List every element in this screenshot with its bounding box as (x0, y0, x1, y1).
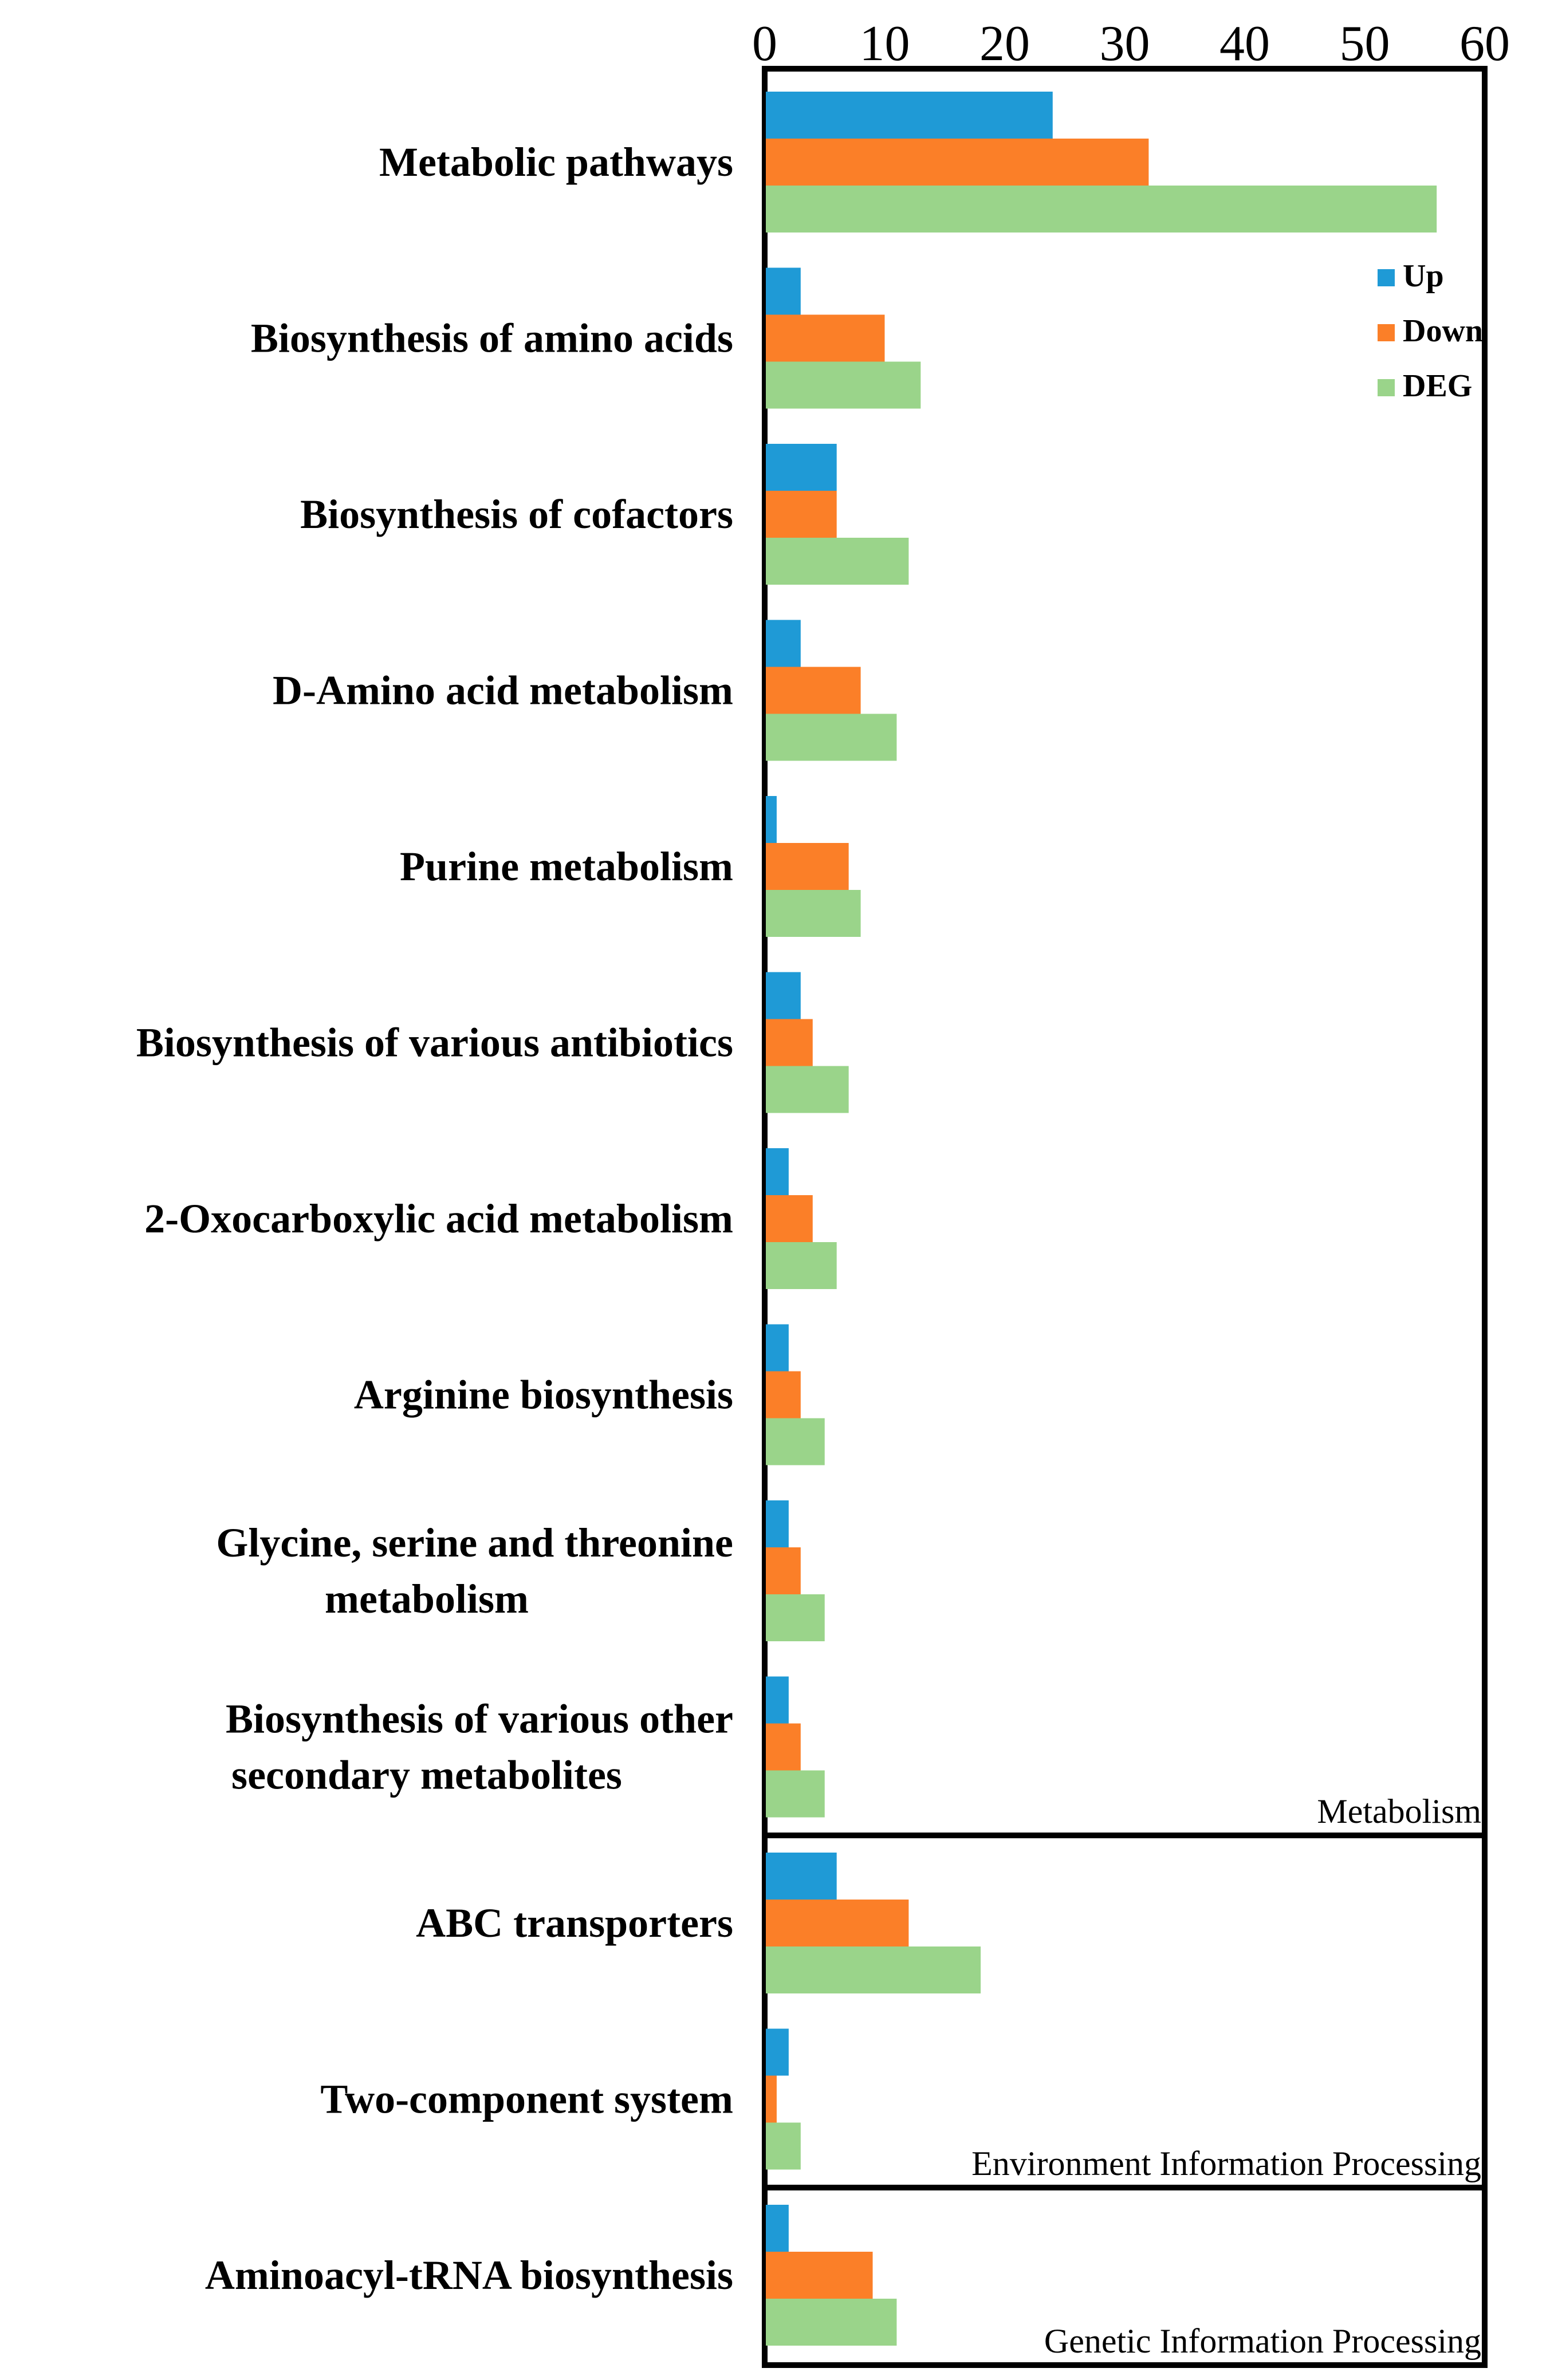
bar-down (766, 1195, 813, 1242)
category-labels: Metabolic pathways Biosynthesis of amino … (136, 139, 733, 2298)
category-label: Aminoacyl-tRNA biosynthesis (205, 2252, 733, 2298)
bar-up (766, 1324, 789, 1372)
bar-up (766, 972, 801, 1019)
category-label: Arginine biosynthesis (354, 1372, 733, 1418)
bar-up (766, 796, 777, 843)
legend-swatch-deg (1378, 379, 1395, 396)
bar-deg (766, 1418, 825, 1465)
bar-deg (766, 890, 861, 937)
legend: Up Down DEG (1378, 258, 1483, 404)
bar-down (766, 1371, 801, 1418)
category-label: Biosynthesis of cofactors (300, 491, 733, 537)
bar-down (766, 1723, 801, 1771)
category-label: metabolism (325, 1576, 529, 1622)
bar-down (766, 139, 1149, 186)
bar-deg (766, 1242, 837, 1289)
bar-deg (766, 2122, 801, 2170)
panel-frames: Metabolism Environment Information Proces… (762, 66, 1488, 2368)
bar-deg (766, 538, 909, 585)
x-tick-label: 20 (979, 16, 1030, 72)
bar-deg (766, 186, 1437, 233)
bar-down (766, 1547, 801, 1594)
category-label: D-Amino acid metabolism (273, 668, 733, 714)
category-label: Two-component system (320, 2076, 733, 2122)
x-tick-label: 10 (860, 16, 910, 72)
legend-label: Up (1403, 258, 1444, 294)
bar-down (766, 667, 861, 714)
bar-up (766, 1676, 789, 1724)
x-tick-label: 50 (1340, 16, 1390, 72)
x-tick-label: 30 (1100, 16, 1150, 72)
legend-swatch-up (1378, 269, 1395, 286)
bar-up (766, 267, 801, 315)
bar-up (766, 1853, 837, 1900)
bar-down (766, 314, 885, 362)
category-label: Purine metabolism (400, 844, 733, 889)
bar-deg (766, 361, 921, 409)
bar-down (766, 2252, 873, 2299)
bar-down (766, 1900, 909, 1946)
bar-up (766, 444, 837, 491)
panel-label: Genetic Information Processing (1044, 2322, 1481, 2360)
bar-up (766, 2205, 789, 2252)
category-label: ABC transporters (416, 1900, 733, 1946)
bar-deg (766, 714, 897, 761)
bar-deg (766, 2299, 897, 2346)
bar-up (766, 1500, 789, 1547)
bar-up (766, 620, 801, 667)
x-tick-label: 40 (1219, 16, 1270, 72)
category-label: Biosynthesis of amino acids (251, 316, 733, 361)
bar-down (766, 843, 849, 890)
bar-down (766, 2075, 777, 2123)
x-axis: 0 10 20 30 40 50 60 (752, 16, 1510, 72)
category-label: Biosynthesis of various antibiotics (136, 1020, 733, 1066)
x-tick-label: 0 (752, 16, 777, 72)
legend-label: Down (1403, 313, 1483, 349)
panel-label: Environment Information Processing (971, 2145, 1481, 2182)
bar-deg (766, 1066, 849, 1113)
category-label: 2-Oxocarboxylic acid metabolism (144, 1196, 733, 1242)
legend-label: DEG (1403, 368, 1472, 404)
bar-up (766, 2028, 789, 2076)
bar-up (766, 1148, 789, 1195)
category-label: Glycine, serine and threonine (216, 1520, 733, 1566)
category-label: Biosynthesis of various other (226, 1696, 733, 1742)
bar-deg (766, 1770, 825, 1818)
legend-swatch-down (1378, 324, 1395, 341)
panel-label: Metabolism (1317, 1792, 1481, 1830)
bars (766, 92, 1437, 2346)
x-tick-label: 60 (1459, 16, 1510, 72)
category-label: Metabolic pathways (379, 139, 733, 185)
bar-down (766, 491, 837, 538)
category-label: secondary metabolites (231, 1752, 622, 1798)
bar-deg (766, 1946, 981, 1993)
bar-down (766, 1019, 813, 1066)
bar-deg (766, 1594, 825, 1641)
bar-up (766, 92, 1053, 139)
